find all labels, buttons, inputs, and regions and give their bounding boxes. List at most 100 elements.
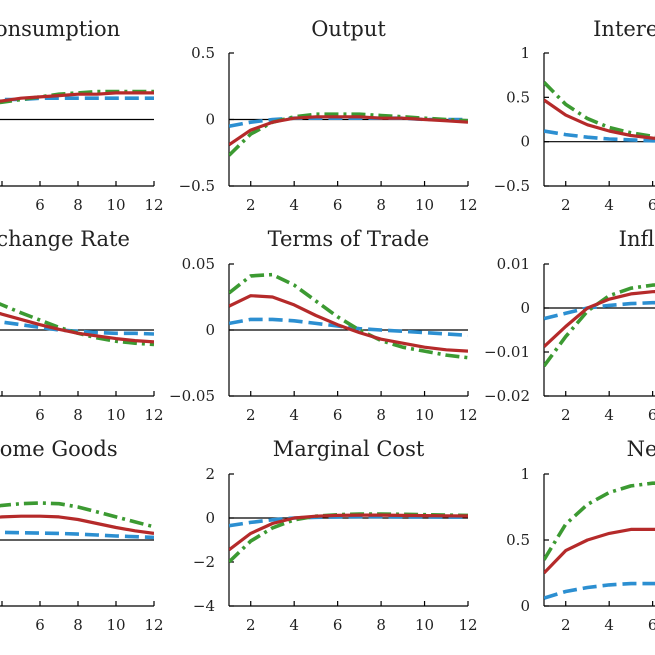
x-tick-label: 2	[561, 196, 571, 214]
y-tick-label: −0.02	[484, 387, 530, 405]
panel-title: Net FA	[627, 437, 655, 461]
series-line-dash	[544, 300, 655, 321]
panel-output: Output 2 4 6 8 10 12 −0.5 0 0.5	[179, 17, 478, 214]
series-line-dashdot	[229, 512, 468, 564]
x-tick-label: 2	[246, 616, 256, 634]
x-tick-label: 6	[35, 406, 45, 424]
x-tick-label: 10	[106, 406, 125, 424]
y-tick-label: 0.01	[497, 255, 530, 273]
y-tick-label: 0	[205, 321, 215, 339]
y-tick-label: −0.5	[494, 177, 530, 195]
y-tick-label: 0	[520, 299, 530, 317]
series-line-baseline	[229, 115, 468, 147]
x-tick-label: 12	[458, 616, 477, 634]
panel-title: Marginal Cost	[273, 437, 425, 461]
x-tick-label: 10	[415, 196, 434, 214]
x-tick-label: 12	[458, 406, 477, 424]
x-tick-label: 8	[73, 616, 83, 634]
y-tick-label: 2	[205, 465, 215, 483]
x-tick-label: 6	[333, 406, 343, 424]
x-tick-label: 8	[376, 616, 386, 634]
panel-title: Home Goods	[0, 437, 118, 461]
x-tick-label: 8	[73, 406, 83, 424]
panel-net-fa: Net FA 2 4 6 0 0.5 1	[506, 437, 655, 634]
y-tick-label: 0	[520, 133, 530, 151]
panel-terms-of-trade: Terms of Trade 2 4 6 8 10 12 −0.05 0 0.05	[169, 227, 478, 424]
series-line-baseline	[0, 91, 154, 103]
x-tick-label: 6	[648, 196, 655, 214]
y-tick-label: −0.05	[169, 387, 215, 405]
series-line-dash	[544, 581, 655, 600]
series-line-baseline	[544, 527, 655, 575]
series-line-dashdot	[229, 272, 468, 360]
y-tick-label: 0	[520, 597, 530, 615]
x-tick-label: 4	[604, 616, 614, 634]
x-tick-label: 10	[106, 616, 125, 634]
x-tick-label: 12	[144, 196, 163, 214]
panel-interest-rate: Interest Rate 2 4 6 −0.5 0 0.5 1	[494, 17, 655, 214]
x-tick-label: 6	[333, 616, 343, 634]
panel-consumption: Consumption 6 8 10 12	[0, 17, 164, 214]
y-tick-label: 1	[520, 44, 530, 62]
x-tick-label: 8	[73, 196, 83, 214]
series-line-baseline	[229, 513, 468, 552]
y-tick-label: 0.5	[506, 531, 530, 549]
x-tick-label: 4	[604, 196, 614, 214]
y-tick-label: 0	[205, 111, 215, 129]
panel-exchange-rate: Exchange Rate 6 8 10 12	[0, 227, 164, 424]
x-tick-label: 10	[106, 196, 125, 214]
x-tick-label: 4	[289, 196, 299, 214]
x-tick-label: 10	[415, 406, 434, 424]
x-tick-label: 8	[376, 406, 386, 424]
x-tick-label: 4	[289, 406, 299, 424]
x-tick-label: 2	[246, 196, 256, 214]
x-tick-label: 2	[561, 406, 571, 424]
y-tick-label: 0.5	[191, 44, 215, 62]
series-line-baseline	[0, 514, 154, 535]
series-line-baseline	[544, 98, 655, 140]
panel-title: Consumption	[0, 17, 120, 41]
x-tick-label: 10	[415, 616, 434, 634]
y-tick-label: −0.5	[179, 177, 215, 195]
x-tick-label: 2	[561, 616, 571, 634]
panel-title: Terms of Trade	[268, 227, 430, 251]
series-line-dash	[544, 129, 655, 143]
x-tick-label: 6	[648, 406, 655, 424]
series-line-baseline	[544, 290, 655, 348]
x-tick-label: 12	[144, 406, 163, 424]
y-tick-label: 0	[205, 509, 215, 527]
x-tick-label: 4	[289, 616, 299, 634]
panel-title: Inflation	[619, 227, 655, 251]
series-line-baseline	[229, 294, 468, 353]
y-tick-label: −0.01	[484, 343, 530, 361]
x-tick-label: 6	[35, 616, 45, 634]
x-tick-label: 12	[144, 616, 163, 634]
panel-home-goods: Home Goods 6 8 10 12	[0, 437, 164, 634]
series-line-dashdot	[544, 481, 655, 561]
y-tick-label: 0.5	[506, 88, 530, 106]
panel-inflation: Inflation 2 4 6 −0.02 −0.01 0 0.01	[484, 227, 655, 424]
series-line-dashdot	[544, 283, 655, 368]
x-tick-label: 2	[246, 406, 256, 424]
x-tick-label: 8	[376, 196, 386, 214]
x-tick-label: 12	[458, 196, 477, 214]
x-tick-label: 6	[648, 616, 655, 634]
y-tick-label: 0.05	[182, 255, 215, 273]
series-line-dash	[0, 530, 154, 540]
panel-title: Exchange Rate	[0, 227, 130, 251]
panel-title: Output	[311, 17, 386, 41]
x-tick-label: 6	[35, 196, 45, 214]
panel-title: Interest Rate	[593, 17, 655, 41]
series-line-dash	[229, 514, 468, 528]
series-line-dashdot	[0, 302, 154, 347]
x-tick-label: 4	[604, 406, 614, 424]
x-tick-label: 6	[333, 196, 343, 214]
y-tick-label: −2	[193, 553, 215, 571]
series-line-dash	[0, 319, 154, 336]
series-line-dash	[0, 96, 154, 102]
panel-marginal-cost: Marginal Cost 2 4 6 8 10 12 −4 −2 0 2	[193, 437, 478, 634]
y-tick-label: −4	[193, 597, 215, 615]
y-tick-label: 1	[520, 465, 530, 483]
series-line-baseline	[0, 311, 154, 344]
